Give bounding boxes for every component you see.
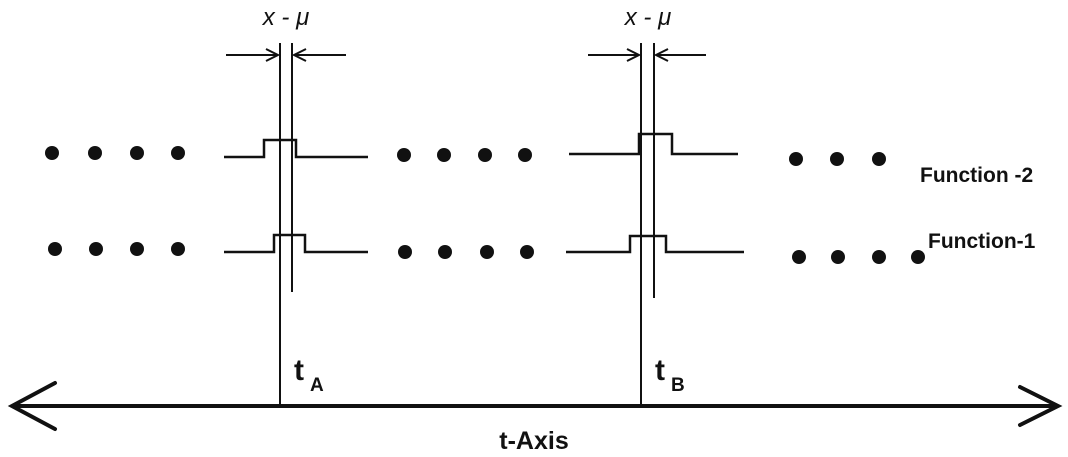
marker-a-label: t A bbox=[294, 354, 324, 396]
dot bbox=[792, 250, 806, 264]
function-2-pulse-a bbox=[224, 138, 368, 159]
function-1-label: Function-1 bbox=[928, 230, 1036, 253]
marker-b-sub: B bbox=[671, 375, 685, 396]
dot bbox=[397, 148, 411, 162]
dot bbox=[830, 152, 844, 166]
dot bbox=[478, 148, 492, 162]
dot bbox=[872, 250, 886, 264]
dot bbox=[789, 152, 803, 166]
dot bbox=[480, 245, 494, 259]
dot bbox=[171, 242, 185, 256]
dot bbox=[831, 250, 845, 264]
offset-label-a: x - μ bbox=[262, 4, 309, 31]
function-1-pulse-b bbox=[566, 234, 744, 254]
dot bbox=[438, 245, 452, 259]
function-2-ellipsis bbox=[45, 146, 886, 166]
function-2-pulse-b bbox=[569, 132, 738, 156]
marker-b-main: t bbox=[655, 354, 665, 387]
offset-arrow-a-left-head bbox=[265, 48, 281, 62]
dot bbox=[518, 148, 532, 162]
dot bbox=[130, 242, 144, 256]
marker-a-main: t bbox=[294, 354, 304, 387]
dot bbox=[872, 152, 886, 166]
offset-arrow-b-left-head bbox=[626, 48, 642, 62]
offset-arrow-a-right-head bbox=[291, 48, 307, 62]
t-axis-label: t-Axis bbox=[499, 427, 568, 455]
function-1-ellipsis bbox=[48, 242, 925, 264]
offset-label-b: x - μ bbox=[624, 4, 671, 31]
dot bbox=[45, 146, 59, 160]
marker-lines bbox=[279, 43, 655, 406]
offset-arrows bbox=[226, 48, 706, 62]
function-1-waveform bbox=[224, 233, 744, 254]
dot bbox=[398, 245, 412, 259]
function-1-pulse-a bbox=[224, 233, 368, 254]
t-axis-left-arrowhead bbox=[7, 381, 57, 431]
dot bbox=[130, 146, 144, 160]
function-2-waveform bbox=[224, 132, 738, 159]
marker-a-sub: A bbox=[310, 375, 324, 396]
marker-b-label: t B bbox=[655, 354, 685, 396]
dot bbox=[171, 146, 185, 160]
dot bbox=[437, 148, 451, 162]
dot bbox=[88, 146, 102, 160]
function-2-label: Function -2 bbox=[920, 164, 1033, 187]
offset-arrow-b-right-head bbox=[653, 48, 669, 62]
dot bbox=[520, 245, 534, 259]
dot bbox=[911, 250, 925, 264]
dot bbox=[48, 242, 62, 256]
dot bbox=[89, 242, 103, 256]
t-axis bbox=[7, 381, 1063, 431]
t-axis-right-arrowhead bbox=[1018, 385, 1063, 427]
